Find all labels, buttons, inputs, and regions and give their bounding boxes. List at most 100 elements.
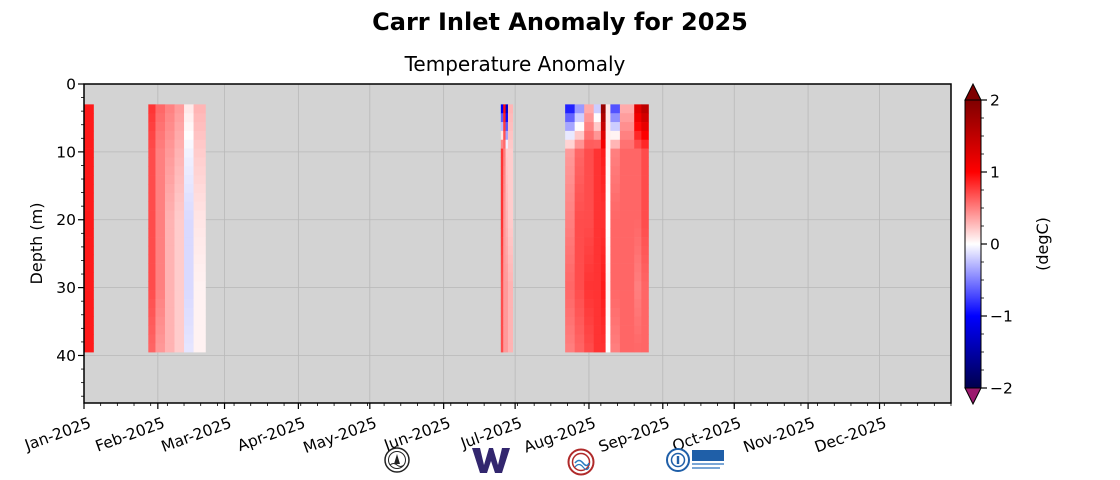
heatmap-cell bbox=[184, 175, 194, 185]
heatmap-cell bbox=[155, 290, 166, 300]
heatmap-cell bbox=[193, 343, 206, 353]
heatmap-cell bbox=[193, 130, 206, 141]
heatmap-cell bbox=[155, 166, 166, 176]
x-tick-label: Dec-2025 bbox=[812, 414, 889, 457]
heatmap-cell bbox=[610, 201, 621, 211]
heatmap-cell bbox=[507, 219, 514, 229]
heatmap-cell bbox=[148, 157, 156, 167]
heatmap-cell bbox=[148, 299, 156, 309]
heatmap-cell bbox=[584, 228, 595, 238]
heatmap-cell bbox=[155, 245, 166, 256]
heatmap-cell bbox=[641, 343, 649, 353]
heatmap-cell bbox=[634, 148, 642, 158]
heatmap-cell bbox=[641, 192, 649, 202]
heatmap-cell bbox=[565, 130, 575, 141]
heatmap-cell bbox=[593, 166, 602, 176]
heatmap-cell bbox=[610, 113, 621, 123]
heatmap-cell bbox=[634, 175, 642, 185]
heatmap-cell bbox=[155, 104, 166, 114]
heatmap-cell bbox=[593, 334, 602, 344]
heatmap-cell bbox=[184, 201, 194, 211]
heatmap-cell bbox=[593, 183, 602, 194]
heatmap-cell bbox=[174, 237, 185, 247]
heatmap-cell bbox=[619, 263, 635, 273]
heatmap-cell bbox=[507, 148, 514, 158]
heatmap-cell bbox=[155, 130, 166, 141]
heatmap-cell bbox=[507, 334, 514, 344]
heatmap-cell bbox=[84, 210, 94, 220]
heatmap-cell bbox=[174, 245, 185, 256]
x-tick-label: May-2025 bbox=[301, 414, 379, 457]
heatmap-cell bbox=[593, 210, 602, 220]
heatmap-cell bbox=[565, 157, 575, 167]
heatmap-cell bbox=[619, 325, 635, 335]
heatmap-cell bbox=[155, 307, 166, 318]
heatmap-cell bbox=[507, 210, 514, 220]
heatmap-cell bbox=[164, 166, 175, 176]
heatmap-cell bbox=[148, 139, 156, 149]
heatmap-cell bbox=[174, 166, 185, 176]
heatmap-cell bbox=[505, 281, 509, 291]
heatmap-cell bbox=[600, 210, 606, 220]
heatmap-cell bbox=[164, 139, 175, 149]
heatmap-cell bbox=[503, 334, 506, 344]
heatmap-cell bbox=[148, 245, 156, 256]
heatmap-cell bbox=[600, 307, 606, 318]
colorbar-tick-label: −2 bbox=[990, 380, 1013, 398]
heatmap-cell bbox=[565, 263, 575, 273]
heatmap-cell bbox=[619, 245, 635, 256]
heatmap-cell bbox=[505, 263, 509, 273]
heatmap-cell bbox=[155, 201, 166, 211]
heatmap-cell bbox=[600, 104, 606, 114]
heatmap-cell bbox=[584, 157, 595, 167]
heatmap-cell bbox=[174, 219, 185, 229]
heatmap-cell bbox=[503, 343, 506, 353]
heatmap-cell bbox=[574, 210, 585, 220]
heatmap-cell bbox=[193, 201, 206, 211]
heatmap-cell bbox=[193, 281, 206, 291]
heatmap-cell bbox=[500, 104, 504, 114]
heatmap-cell bbox=[605, 325, 611, 335]
heatmap-cell bbox=[503, 325, 506, 335]
heatmap-cell bbox=[164, 237, 175, 247]
heatmap-cell bbox=[584, 325, 595, 335]
heatmap-cell bbox=[193, 157, 206, 167]
heatmap-cell bbox=[605, 316, 611, 326]
heatmap-cell bbox=[193, 325, 206, 335]
heatmap-cell bbox=[584, 175, 595, 185]
heatmap-cell bbox=[634, 299, 642, 309]
heatmap-cell bbox=[634, 201, 642, 211]
heatmap-cell bbox=[593, 237, 602, 247]
heatmap-cell bbox=[610, 192, 621, 202]
heatmap-cell bbox=[641, 183, 649, 194]
heatmap-cell bbox=[84, 272, 94, 282]
heatmap-cell bbox=[84, 130, 94, 141]
heatmap-cell bbox=[593, 263, 602, 273]
heatmap-cell bbox=[164, 130, 175, 141]
heatmap-cell bbox=[619, 122, 635, 132]
heatmap-cell bbox=[148, 290, 156, 300]
heatmap-cell bbox=[84, 307, 94, 318]
heatmap-cell bbox=[164, 299, 175, 309]
heatmap-cell bbox=[84, 290, 94, 300]
heatmap-cell bbox=[641, 245, 649, 256]
heatmap-cell bbox=[593, 192, 602, 202]
heatmap-cell bbox=[565, 299, 575, 309]
heatmap-cell bbox=[174, 272, 185, 282]
heatmap-cell bbox=[574, 316, 585, 326]
heatmap-cell bbox=[507, 175, 514, 185]
heatmap-cell bbox=[634, 183, 642, 194]
heatmap-cell bbox=[641, 139, 649, 149]
heatmap-cell bbox=[584, 104, 595, 114]
heatmap-cell bbox=[600, 148, 606, 158]
heatmap-cell bbox=[610, 316, 621, 326]
heatmap-cell bbox=[574, 130, 585, 141]
heatmap-cell bbox=[164, 343, 175, 353]
heatmap-cell bbox=[634, 281, 642, 291]
heatmap-cell bbox=[500, 299, 504, 309]
colorbar-tick-label: 2 bbox=[990, 92, 1000, 110]
heatmap-cell bbox=[593, 228, 602, 238]
heatmap-cell bbox=[619, 237, 635, 247]
heatmap-cell bbox=[174, 290, 185, 300]
